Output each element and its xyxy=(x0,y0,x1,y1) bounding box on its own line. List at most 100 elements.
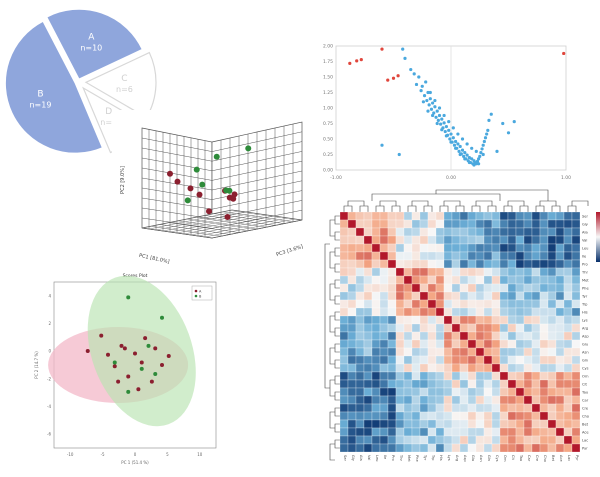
heatmap-cell xyxy=(395,419,405,429)
heatmap-cell xyxy=(515,275,525,285)
heatmap-cell xyxy=(427,443,437,453)
heatmap-cell xyxy=(523,291,533,301)
heatmap-cell xyxy=(411,363,421,373)
heatmap-cell xyxy=(555,251,565,261)
heatmap-cell xyxy=(339,419,349,429)
heatmap-cell xyxy=(419,371,429,381)
heatmap-row-label: Tau xyxy=(581,390,588,394)
heatmap-cell xyxy=(427,339,437,349)
heatmap-cell xyxy=(563,315,573,325)
heatmap-cell xyxy=(435,315,445,325)
heatmap-cell xyxy=(403,275,413,285)
heatmap-cell xyxy=(419,275,429,285)
heatmap-cell xyxy=(371,267,381,277)
heatmap-cell xyxy=(515,291,525,301)
heatmap-cell xyxy=(491,219,501,229)
y-tick-label: 0 xyxy=(48,349,51,354)
dendrogram-top xyxy=(571,200,589,206)
heatmap-cell xyxy=(459,355,469,365)
heatmap-cell xyxy=(355,299,365,309)
heatmap-cell xyxy=(339,251,349,261)
heatmap-cell xyxy=(539,235,549,245)
volcano-point xyxy=(437,113,442,118)
heatmap-cell xyxy=(339,339,349,349)
heatmap-cell xyxy=(435,443,445,453)
heatmap-cell xyxy=(547,227,557,237)
heatmap-col-label: Arg xyxy=(455,455,459,461)
heatmap-cell xyxy=(355,315,365,325)
heatmap-cell xyxy=(467,371,477,381)
volcano-point xyxy=(501,121,505,126)
axis-label-x: PC1 [81.0%] xyxy=(138,253,170,265)
heatmap-cell xyxy=(403,419,413,429)
scores-point xyxy=(139,360,144,365)
heatmap-cell xyxy=(459,387,469,397)
heatmap-cell xyxy=(435,355,445,365)
heatmap-cell xyxy=(523,227,533,237)
dendrogram-top xyxy=(407,205,417,212)
heatmap-cell xyxy=(371,411,381,421)
heatmap-cell xyxy=(443,307,453,317)
heatmap-cell xyxy=(339,211,349,221)
heatmap-col-label: Trp xyxy=(431,454,435,461)
heatmap-cell xyxy=(371,435,381,445)
volcano-point xyxy=(435,121,439,126)
x-tick-label: 0.00 xyxy=(446,175,456,181)
volcano-point xyxy=(483,136,488,140)
heatmap-cell xyxy=(531,331,541,341)
heatmap-cell xyxy=(491,283,501,293)
volcano-point xyxy=(439,122,443,126)
heatmap-cell xyxy=(531,435,541,445)
volcano-point xyxy=(506,131,511,135)
heatmap-cell xyxy=(419,291,429,301)
scores-point xyxy=(133,351,137,356)
heatmap-cell xyxy=(403,307,413,317)
dendrogram-left xyxy=(334,327,340,337)
dendrogram-left xyxy=(329,411,335,429)
heatmap-cell xyxy=(347,251,357,261)
heatmap-cell xyxy=(523,243,533,253)
heatmap-cell xyxy=(523,323,533,333)
heatmap-cell xyxy=(363,259,373,269)
heatmap-cell xyxy=(355,403,365,413)
heatmap-cell xyxy=(451,211,461,221)
dendrogram-top xyxy=(343,205,353,212)
scores-plot-panel: Scores Plot -10 -5 0 5 10 -6 -4 -2 0 2 4 PC 1 (51.4 … xyxy=(30,268,226,468)
heatmap-cell xyxy=(539,435,549,445)
heatmap-cell xyxy=(427,283,437,293)
scores-point xyxy=(136,387,141,392)
heatmap-cell xyxy=(451,283,461,293)
heatmap-cell xyxy=(355,307,365,317)
heatmap-cell xyxy=(347,363,357,373)
heatmap-cell xyxy=(387,427,397,437)
heatmap-cell xyxy=(467,403,477,413)
x-tick-label: 10 xyxy=(197,452,203,457)
volcano-point xyxy=(458,144,462,149)
heatmap-cell xyxy=(419,427,429,437)
volcano-point xyxy=(475,159,480,163)
volcano-point xyxy=(478,154,482,158)
pie-count-A: n=10 xyxy=(80,44,102,53)
heatmap-cell xyxy=(395,435,405,445)
heatmap-cell xyxy=(355,291,365,301)
heatmap-cell xyxy=(531,387,541,397)
heatmap-cell xyxy=(451,355,461,365)
heatmap-cell xyxy=(571,355,581,365)
grid-line xyxy=(141,207,213,220)
heatmap-cell xyxy=(459,371,469,381)
heatmap-cell xyxy=(523,283,533,293)
heatmap-cell xyxy=(419,211,429,221)
heatmap-col-label: Pyr xyxy=(575,455,579,461)
heatmap-cell xyxy=(427,355,437,365)
scores-point xyxy=(116,379,121,384)
pca3d-point xyxy=(199,181,206,188)
dendrogram-top xyxy=(507,200,525,206)
heatmap-cell xyxy=(507,291,517,301)
heatmap-cell xyxy=(571,211,581,221)
heatmap-cell xyxy=(547,435,557,445)
heatmap-cell xyxy=(435,427,445,437)
heatmap-cell xyxy=(403,411,413,421)
heatmap-cell xyxy=(395,243,405,253)
legend-marker xyxy=(194,294,198,298)
heatmap-cell xyxy=(571,435,581,445)
